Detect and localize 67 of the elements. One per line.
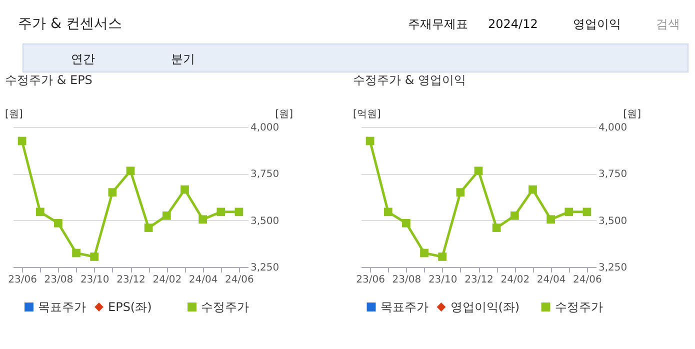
x-tick-label: 24/04 (536, 274, 566, 286)
point (564, 208, 574, 216)
legend-label: 영업이익(좌) (450, 300, 520, 314)
y2-tick-label: 3,750 (598, 169, 628, 180)
point (528, 185, 537, 194)
text: 주가 & 컨센서스 (18, 16, 122, 32)
x-tick-label: 24/04 (188, 274, 218, 286)
point (72, 248, 80, 258)
text: 2024/12 (488, 17, 538, 31)
point (36, 208, 44, 216)
text: 영업이익 (573, 17, 621, 31)
point (582, 208, 592, 216)
y2-tick-label: 3,500 (250, 216, 280, 227)
point (198, 215, 207, 224)
point (384, 208, 392, 216)
x-tick-label: 24/02 (500, 274, 530, 286)
legend-label: 수정주가 (554, 300, 603, 314)
x-tick-label: 24/06 (573, 274, 602, 286)
point (144, 224, 153, 232)
x-tick-label: 23/10 (80, 274, 110, 286)
point (90, 252, 99, 261)
x-tick-label: 23/06 (8, 274, 37, 286)
point (18, 136, 26, 146)
chart-title: 수정주가 & 영업이익 (353, 73, 466, 87)
point (216, 208, 226, 216)
y-axis-title: [억원] (353, 109, 381, 120)
point (420, 248, 428, 258)
x-tick-label: 23/08 (44, 274, 74, 286)
text: 주재무제표 (408, 17, 468, 31)
point (54, 218, 62, 228)
chart-title: 수정주가 & EPS (5, 73, 92, 87)
x-tick-label: 23/08 (392, 274, 422, 286)
y2-tick-label: 3,250 (250, 262, 280, 274)
y2-tick-label: 3,500 (598, 216, 628, 227)
point (456, 188, 465, 197)
x-tick-label: 24/06 (225, 274, 254, 286)
x-tick-label: 23/12 (464, 274, 494, 286)
point (546, 215, 555, 224)
text: 분기 (171, 52, 195, 66)
x-tick-label: 23/06 (356, 274, 385, 286)
legend-label: 목표주가 (380, 300, 428, 314)
point (180, 185, 189, 194)
x-tick-label: 24/02 (152, 274, 182, 286)
y2-tick-label: 4,000 (250, 122, 280, 134)
point (108, 188, 117, 197)
y-axis-title: [원] (5, 109, 23, 120)
point (234, 208, 244, 216)
point (402, 218, 410, 228)
y2-axis-title: [원] (275, 109, 294, 120)
y2-axis-title: [원] (623, 109, 642, 120)
legend-label: 수정주가 (201, 300, 249, 314)
legend-label: EPS(좌) (108, 300, 152, 314)
y2-tick-label: 4,000 (598, 122, 628, 134)
x-tick-label: 23/10 (428, 274, 458, 286)
point (492, 224, 501, 232)
point (162, 211, 171, 220)
text: 연간 (71, 52, 95, 66)
point (474, 166, 483, 176)
text: 검색 (656, 17, 680, 31)
point (510, 211, 519, 220)
legend-label: 목표주가 (38, 300, 86, 314)
point (438, 252, 447, 261)
y2-tick-label: 3,750 (250, 169, 280, 180)
y2-tick-label: 3,250 (598, 262, 628, 274)
point (126, 166, 135, 176)
x-tick-label: 23/12 (116, 274, 146, 286)
point (366, 136, 374, 146)
